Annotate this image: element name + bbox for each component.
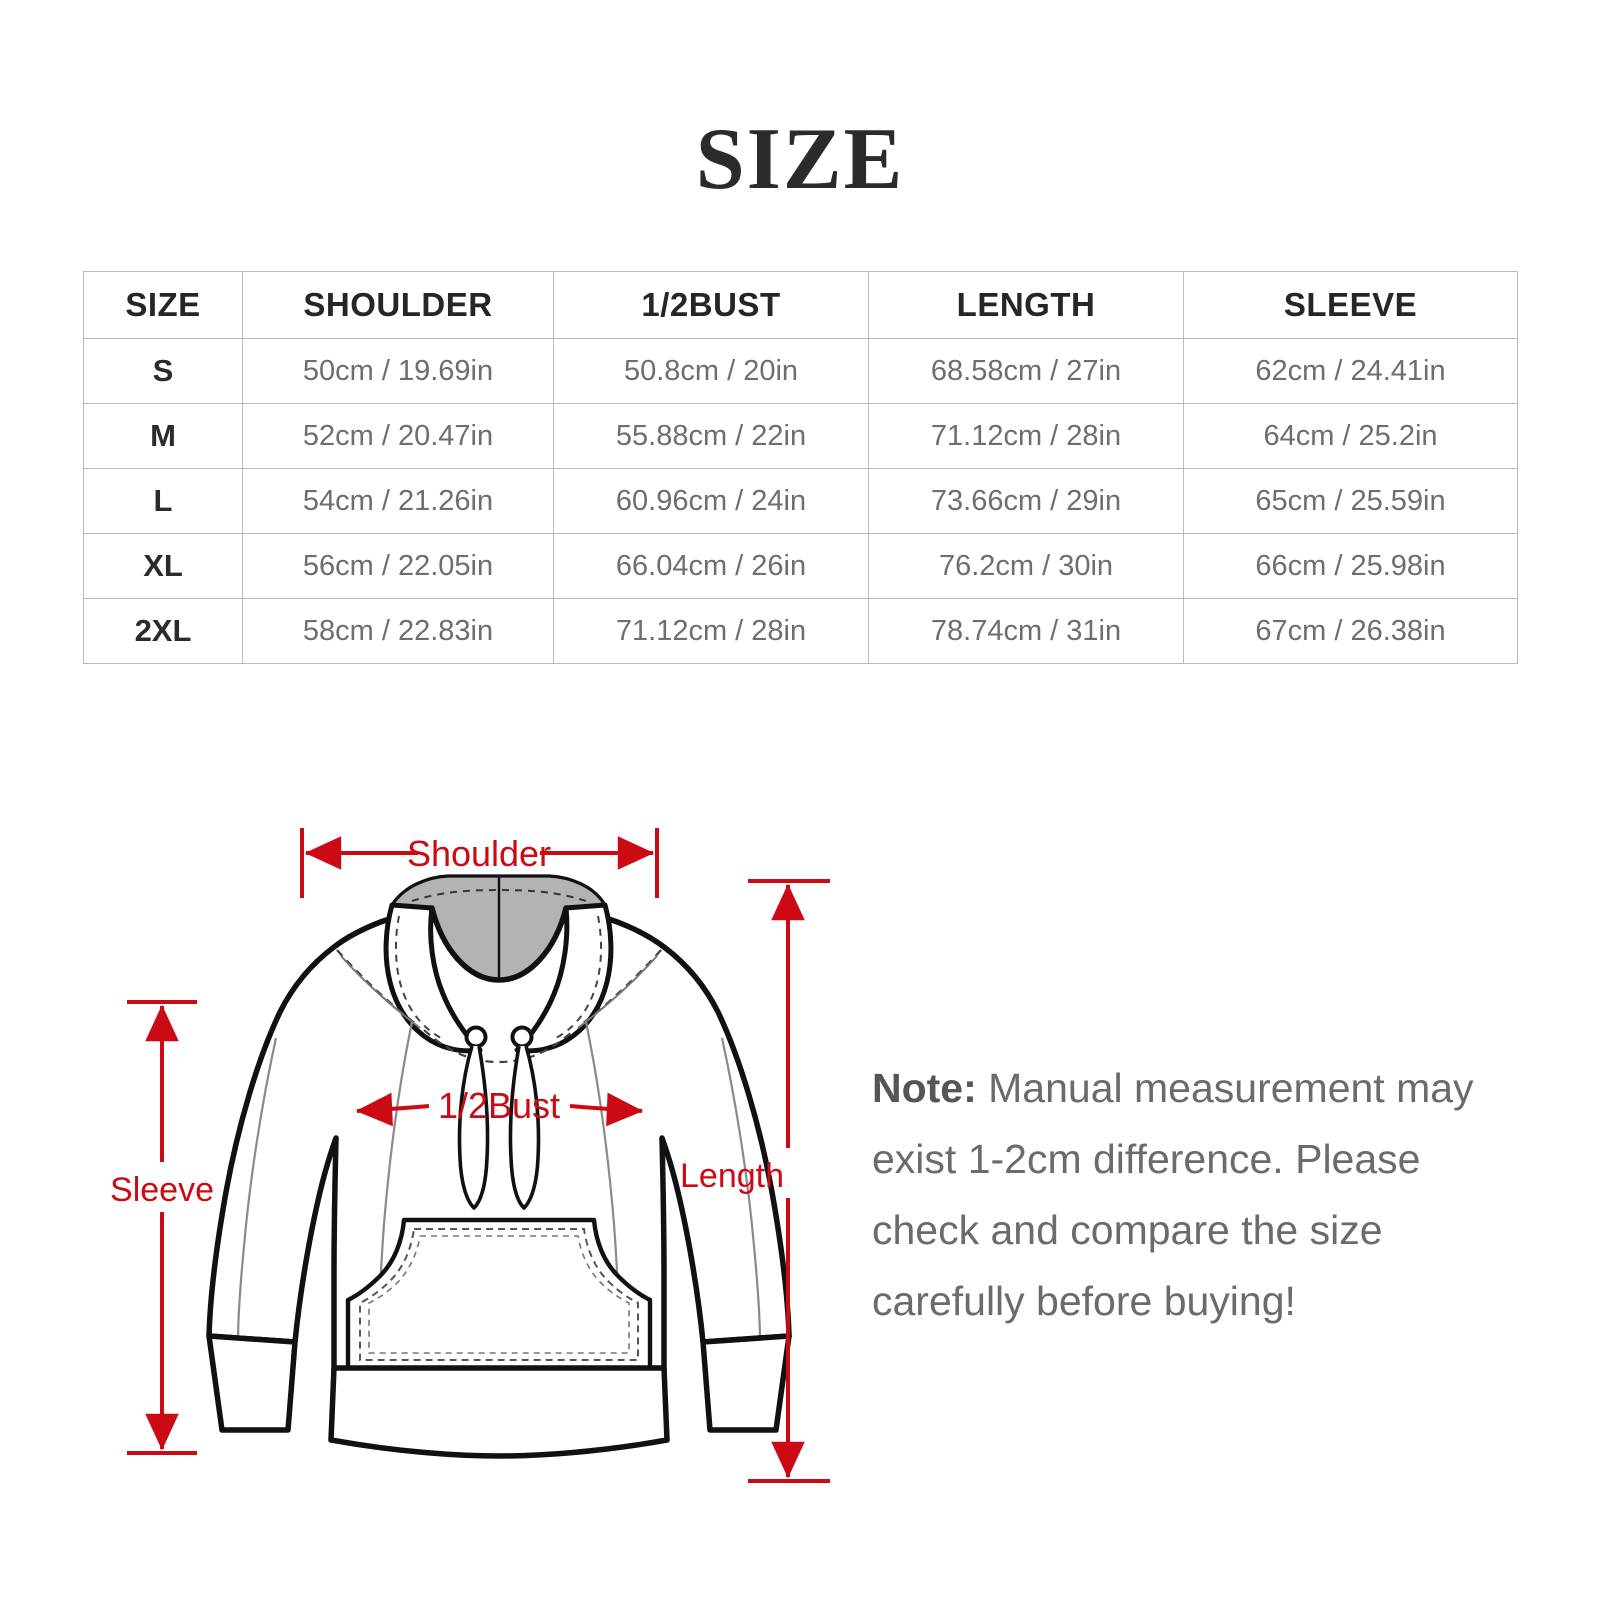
cell-sleeve: 65cm / 25.59in — [1183, 468, 1518, 534]
column-header-bust: 1/2BUST — [553, 271, 869, 339]
left-sleeve-fold — [236, 1037, 278, 1343]
cell-size: S — [83, 338, 243, 404]
table-body: S 50cm / 19.69in 50.8cm / 20in 68.58cm /… — [83, 338, 1518, 664]
table-header-row: SIZE SHOULDER 1/2BUST LENGTH SLEEVE — [83, 271, 1518, 339]
bust-arrow-line-right — [569, 1092, 644, 1127]
note-label: Note: — [872, 1065, 977, 1111]
bust-measurement-annotation: 1/2Bust — [355, 1085, 644, 1127]
table-row: XL 56cm / 22.05in 66.04cm / 26in 76.2cm … — [83, 533, 1518, 599]
hoodie-illustration — [206, 874, 792, 1459]
drawstring-eyelet-left — [464, 1025, 488, 1049]
cell-shoulder: 52cm / 20.47in — [242, 403, 554, 469]
bust-arrow-line-left — [355, 1092, 430, 1127]
column-header-sleeve: SLEEVE — [1183, 271, 1518, 339]
note-block: Note: Manual measurement may exist 1-2cm… — [872, 1053, 1492, 1337]
bust-measurement-label: 1/2Bust — [438, 1085, 560, 1126]
shoulder-measurement-annotation: Shoulder — [300, 828, 659, 898]
measurement-diagram: Shoulder 1/2Bust Sleeve Length — [0, 780, 1600, 1540]
kangaroo-pocket-stitching-inner — [368, 1235, 630, 1354]
body-and-sleeves-shape — [206, 905, 792, 1391]
hood-outer-left — [383, 902, 483, 1054]
note-text: Manual measurement may exist 1-2cm diffe… — [872, 1065, 1474, 1324]
cell-bust: 60.96cm / 24in — [553, 468, 869, 534]
table-row: S 50cm / 19.69in 50.8cm / 20in 68.58cm /… — [83, 338, 1518, 404]
cell-sleeve: 64cm / 25.2in — [1183, 403, 1518, 469]
shoulder-measurement-label: Shoulder — [407, 833, 551, 874]
right-sleeve-cuff — [700, 1333, 792, 1433]
size-table-container: SIZE SHOULDER 1/2BUST LENGTH SLEEVE S 50… — [83, 271, 1518, 664]
cell-sleeve: 62cm / 24.41in — [1183, 338, 1518, 404]
cell-length: 68.58cm / 27in — [868, 338, 1184, 404]
cell-shoulder: 54cm / 21.26in — [242, 468, 554, 534]
cell-bust: 55.88cm / 22in — [553, 403, 869, 469]
cell-shoulder: 56cm / 22.05in — [242, 533, 554, 599]
kangaroo-pocket-stitching — [359, 1228, 639, 1361]
right-shoulder-seam-solid — [577, 955, 658, 1029]
cell-size: M — [83, 403, 243, 469]
cell-bust: 66.04cm / 26in — [553, 533, 869, 599]
cell-size: 2XL — [83, 598, 243, 664]
cell-sleeve: 67cm / 26.38in — [1183, 598, 1518, 664]
table-header: SIZE SHOULDER 1/2BUST LENGTH SLEEVE — [83, 271, 1518, 339]
bottom-hem-rib — [328, 1365, 670, 1459]
page-title: SIZE — [695, 111, 905, 208]
hood-outer-right-seam — [553, 915, 603, 1040]
column-header-length: LENGTH — [868, 271, 1184, 339]
left-shoulder-seam-solid — [340, 955, 421, 1029]
cell-size: L — [83, 468, 243, 534]
right-sleeve-fold — [720, 1037, 762, 1343]
drawstring-cord-right — [508, 1045, 541, 1210]
drawstring-cord-left — [457, 1045, 490, 1210]
cell-shoulder: 58cm / 22.83in — [242, 598, 554, 664]
cell-sleeve: 66cm / 25.98in — [1183, 533, 1518, 599]
sleeve-measurement-annotation: Sleeve — [110, 1000, 214, 1455]
cell-length: 76.2cm / 30in — [868, 533, 1184, 599]
cell-length: 71.12cm / 28in — [868, 403, 1184, 469]
column-header-size: SIZE — [83, 271, 243, 339]
cell-bust: 71.12cm / 28in — [553, 598, 869, 664]
length-measurement-label: Length — [680, 1157, 784, 1195]
table-row: 2XL 58cm / 22.83in 71.12cm / 28in 78.74c… — [83, 598, 1518, 664]
table-row: L 54cm / 21.26in 60.96cm / 24in 73.66cm … — [83, 468, 1518, 534]
sleeve-measurement-label: Sleeve — [110, 1171, 214, 1209]
cell-size: XL — [83, 533, 243, 599]
cell-shoulder: 50cm / 19.69in — [242, 338, 554, 404]
column-header-shoulder: SHOULDER — [242, 271, 554, 339]
cell-length: 78.74cm / 31in — [868, 598, 1184, 664]
hood-outer-right — [514, 902, 614, 1054]
hood-outer-left-seam — [394, 915, 444, 1040]
table-row: M 52cm / 20.47in 55.88cm / 22in 71.12cm … — [83, 403, 1518, 469]
cell-bust: 50.8cm / 20in — [553, 338, 869, 404]
drawstring-eyelet-right — [510, 1025, 534, 1049]
cell-length: 73.66cm / 29in — [868, 468, 1184, 534]
length-measurement-annotation: Length — [680, 879, 830, 1483]
size-chart-table: SIZE SHOULDER 1/2BUST LENGTH SLEEVE S 50… — [83, 271, 1518, 664]
left-sleeve-cuff — [206, 1333, 298, 1433]
